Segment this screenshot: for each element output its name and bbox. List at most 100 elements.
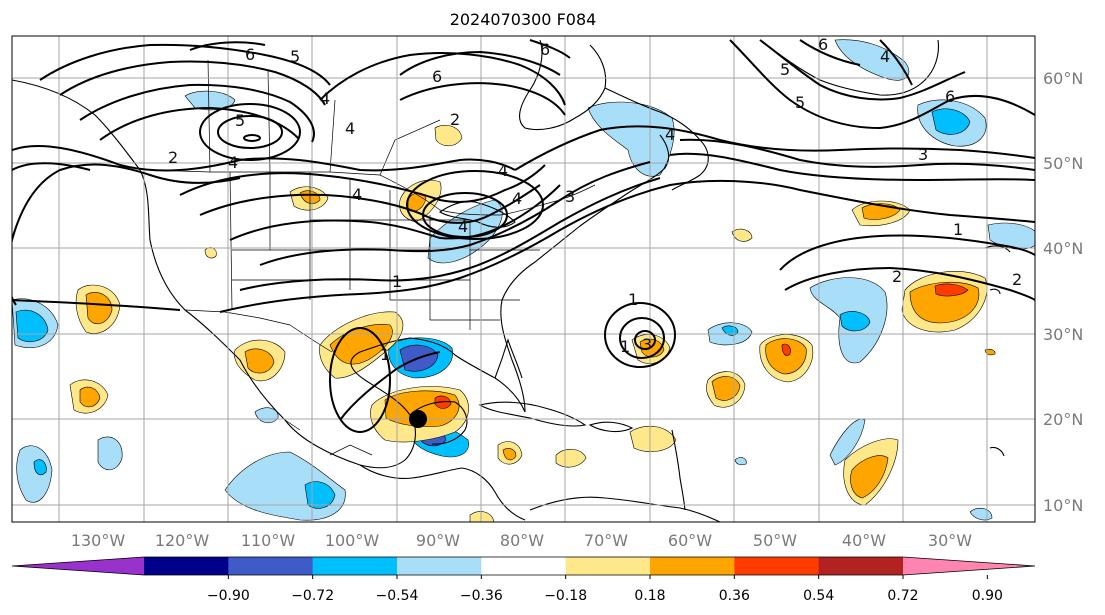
contour-closed <box>217 115 283 149</box>
shade-region <box>734 457 747 466</box>
contour-line <box>189 41 266 51</box>
contour-label: 1 <box>620 337 630 356</box>
contour-line <box>729 39 1035 130</box>
contour-label: 4 <box>228 153 238 172</box>
colorbar-tick-label: 0.36 <box>719 588 750 604</box>
contour-label: 6 <box>432 67 442 86</box>
shade-region <box>781 343 791 356</box>
contour-line <box>339 351 441 421</box>
contour-label: 4 <box>458 217 468 236</box>
contour-label: 1 <box>380 345 390 364</box>
lon-label: 90°W <box>416 531 460 550</box>
lat-label: 30°N <box>1043 325 1083 344</box>
lon-label: 30°W <box>928 531 972 550</box>
shade-region <box>434 395 452 409</box>
colorbar-extend-high <box>903 557 1035 575</box>
border-mexico <box>284 419 373 456</box>
colorbar-segment <box>144 557 229 575</box>
storm-center-marker <box>409 410 427 428</box>
latitude-axis-labels: 60°N 50°N 40°N 30°N 20°N 10°N <box>1043 69 1083 515</box>
contour-line <box>219 179 1035 313</box>
shade-region <box>765 338 807 375</box>
map-title: 2024070300 F084 <box>450 10 597 29</box>
contour-label: 1 <box>628 290 638 309</box>
contour-closed <box>634 330 656 350</box>
contour-label: 4 <box>352 185 362 204</box>
contours <box>12 39 1035 433</box>
contour-label: 2 <box>892 267 902 286</box>
colorbar-tick-label: 0.72 <box>887 588 918 604</box>
lon-label: 80°W <box>500 531 544 550</box>
contour-label: 5 <box>780 60 790 79</box>
contour-label: 2 <box>168 148 178 167</box>
shade-region <box>79 386 101 408</box>
contour-label: 3 <box>565 187 575 206</box>
contour-line <box>529 39 571 59</box>
contour-label: 5 <box>235 111 245 130</box>
colorbar-tick-label: −0.36 <box>460 588 503 604</box>
contour-closed <box>604 302 676 368</box>
colorbar-segment <box>397 557 482 575</box>
coastline-north-america <box>12 79 670 469</box>
colorbar-tick-label: −0.90 <box>207 588 250 604</box>
contour-closed <box>199 103 301 161</box>
shade-region <box>850 455 889 499</box>
colorbar-tick-label: −0.72 <box>291 588 334 604</box>
contour-line <box>12 162 91 171</box>
colorbar-outline <box>11 556 1036 576</box>
coastline-florida <box>494 338 523 379</box>
gridlines <box>12 36 1035 522</box>
shade-region <box>711 376 741 401</box>
map-background <box>12 36 1035 522</box>
shade-region <box>931 108 971 135</box>
shade-region <box>97 436 123 471</box>
colorbar-segment <box>481 557 567 575</box>
lon-label: 130°W <box>71 531 126 550</box>
contour-line <box>799 39 861 66</box>
contour-label: 1 <box>392 272 402 291</box>
contour-line <box>12 299 181 311</box>
shade-region <box>934 283 969 297</box>
longitude-axis-labels: 130°W 120°W 110°W 100°W 90°W 80°W 70°W 6… <box>71 531 972 550</box>
map-frame <box>11 35 1036 523</box>
contour-closed <box>243 134 261 142</box>
contour-line <box>259 161 651 266</box>
map-panel: 6 5 6 6 5 6 5 4 2 2 4 5 4 4 4 4 4 4 4 1 <box>11 35 1036 523</box>
shade-region <box>427 199 503 264</box>
colorbar-segment <box>818 557 904 575</box>
shade-region <box>839 311 871 332</box>
colorbar: −0.90 −0.72 −0.54 −0.36 −0.18 0.18 0.36 0.54 0.7… <box>11 556 1036 604</box>
colorbar-tick-label: 0.18 <box>634 588 665 604</box>
coastline-lesser-antilles <box>671 429 686 511</box>
contour-label: 4 <box>665 125 675 144</box>
contour-line <box>514 125 1035 171</box>
coastline-yucatan <box>409 401 468 445</box>
contour-label: 4 <box>320 89 330 108</box>
contour-label: 6 <box>245 45 255 64</box>
coastlines <box>12 39 1011 522</box>
shade-region <box>629 425 677 453</box>
lon-label: 100°W <box>325 531 380 550</box>
contour-line <box>59 60 326 106</box>
contour-line <box>669 152 1035 182</box>
colorbar-segment <box>650 557 735 575</box>
shade-region <box>33 459 47 475</box>
contour-label: 2 <box>450 110 460 129</box>
contour-line <box>759 39 966 101</box>
contour-closed <box>329 327 391 433</box>
contour-closed <box>422 192 508 238</box>
lon-label: 60°W <box>668 531 712 550</box>
lon-label: 40°W <box>842 531 886 550</box>
lat-label: 60°N <box>1043 69 1083 88</box>
lon-label: 120°W <box>155 531 210 550</box>
contour-line <box>779 234 1035 271</box>
colorbar-extend-low <box>12 557 144 575</box>
shade-region <box>555 449 587 468</box>
contour-line <box>399 82 566 116</box>
colorbar-segment <box>565 557 651 575</box>
coastline-greenland <box>759 39 939 96</box>
colorbar-segment <box>734 557 820 575</box>
colorbar-segment <box>312 557 398 575</box>
contour-line <box>399 50 561 76</box>
shade-region <box>16 445 53 503</box>
